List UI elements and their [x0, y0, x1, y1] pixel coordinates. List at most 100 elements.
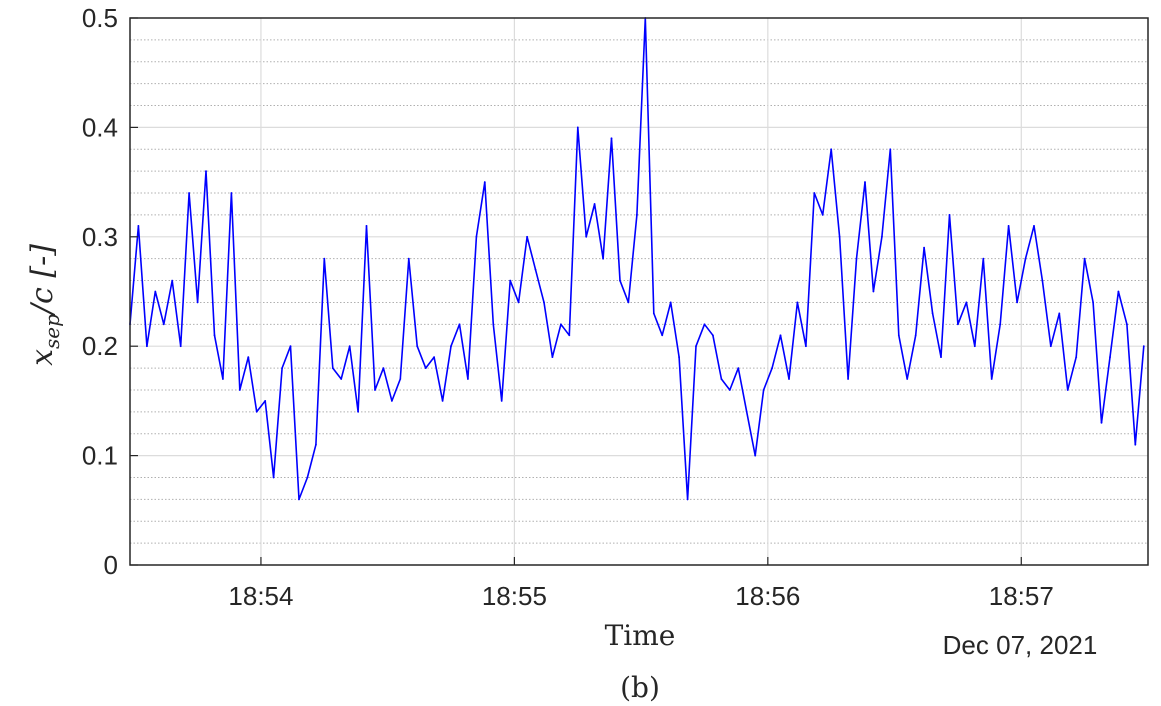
data-point: [458, 323, 461, 326]
y-axis-label: xsep/c [-]: [25, 244, 64, 366]
data-point: [323, 257, 326, 260]
data-point: [179, 345, 182, 348]
x-tick-label: 18:55: [482, 581, 547, 611]
data-point: [669, 301, 672, 304]
data-point: [838, 235, 841, 238]
data-point: [331, 367, 334, 369]
data-point: [737, 367, 740, 369]
data-point: [661, 334, 664, 337]
data-point: [247, 356, 250, 358]
data-point: [162, 323, 165, 326]
data-point: [965, 301, 968, 304]
data-point: [602, 257, 604, 260]
data-point: [416, 345, 419, 348]
y-axis-label-tail: /c [-]: [25, 244, 60, 317]
x-tick-label: 18:57: [989, 581, 1054, 611]
data-point: [686, 498, 689, 501]
data-point: [805, 345, 807, 348]
data-point: [652, 312, 655, 315]
y-tick-label: 0.2: [82, 331, 118, 361]
data-point: [821, 214, 824, 216]
data-point: [391, 400, 393, 402]
data-point: [441, 400, 444, 402]
data-point: [1007, 225, 1010, 227]
data-point: [399, 378, 402, 380]
y-axis-label-sub: sep: [40, 314, 64, 349]
data-point: [424, 367, 427, 369]
data-point: [230, 192, 233, 194]
data-point: [340, 378, 343, 380]
data-point: [196, 301, 199, 304]
data-point: [990, 378, 993, 380]
data-point: [830, 148, 833, 151]
data-point: [407, 257, 410, 260]
data-point: [382, 367, 385, 369]
data-point: [517, 301, 520, 304]
data-point: [593, 203, 596, 205]
data-point: [779, 334, 782, 337]
x-axis-label: Time: [605, 619, 676, 652]
data-point: [551, 356, 554, 358]
data-point: [999, 323, 1002, 326]
tick-labels: 0 0.1 0.2 0.3 0.4 0.5 18:54 18:55 18:56 18:57: [82, 3, 1054, 611]
data-point: [720, 378, 723, 380]
data-point: [298, 498, 300, 501]
data-point: [813, 192, 816, 194]
data-point: [855, 257, 858, 260]
data-point: [526, 235, 528, 238]
data-point: [897, 334, 900, 337]
data-point: [948, 214, 951, 216]
data-point: [1033, 225, 1035, 227]
data-point: [492, 323, 495, 326]
data-point: [762, 389, 765, 391]
data-point: [213, 334, 216, 337]
y-tick-label: 0.4: [82, 112, 118, 142]
plot-frame: [129, 17, 1149, 566]
data-point: [1016, 301, 1018, 304]
data-point: [678, 356, 680, 358]
data-point: [534, 268, 537, 271]
data-point: [973, 345, 976, 348]
data-point: [255, 410, 258, 413]
data-point: [771, 367, 773, 369]
data-point: [940, 356, 942, 358]
data-point: [728, 389, 731, 391]
data-point: [146, 345, 148, 348]
data-point: [1024, 257, 1027, 260]
data-point: [585, 235, 588, 238]
data-point: [467, 378, 469, 380]
data-point: [306, 476, 309, 479]
data-point: [1100, 421, 1103, 424]
y-tick-label: 0.1: [82, 441, 118, 471]
data-point: [695, 345, 697, 348]
data-point: [1041, 279, 1044, 282]
data-point: [188, 192, 191, 194]
data-point: [982, 257, 985, 260]
data-point: [222, 378, 224, 380]
data-point: [1126, 323, 1128, 326]
data-point: [374, 389, 376, 391]
data-point: [576, 126, 579, 129]
y-tick-label: 0: [104, 550, 118, 580]
data-point: [543, 301, 545, 304]
data-point: [957, 323, 959, 326]
data-point: [1134, 443, 1137, 446]
data-point: [1092, 301, 1094, 304]
data-point: [483, 181, 486, 184]
data-point: [450, 345, 452, 348]
data-point: [754, 454, 757, 457]
data-point: [137, 225, 140, 227]
data-point: [923, 246, 925, 249]
x-tick-label: 18:56: [735, 581, 800, 611]
panel-label: (b): [620, 671, 660, 704]
data-point: [788, 378, 790, 380]
data-point: [906, 378, 909, 380]
data-point: [475, 235, 478, 238]
data-point: [1142, 345, 1145, 348]
data-point: [1058, 312, 1061, 315]
data-point: [914, 334, 917, 337]
data-point: [881, 235, 883, 238]
data-point: [1109, 356, 1111, 358]
data-point: [712, 334, 714, 337]
